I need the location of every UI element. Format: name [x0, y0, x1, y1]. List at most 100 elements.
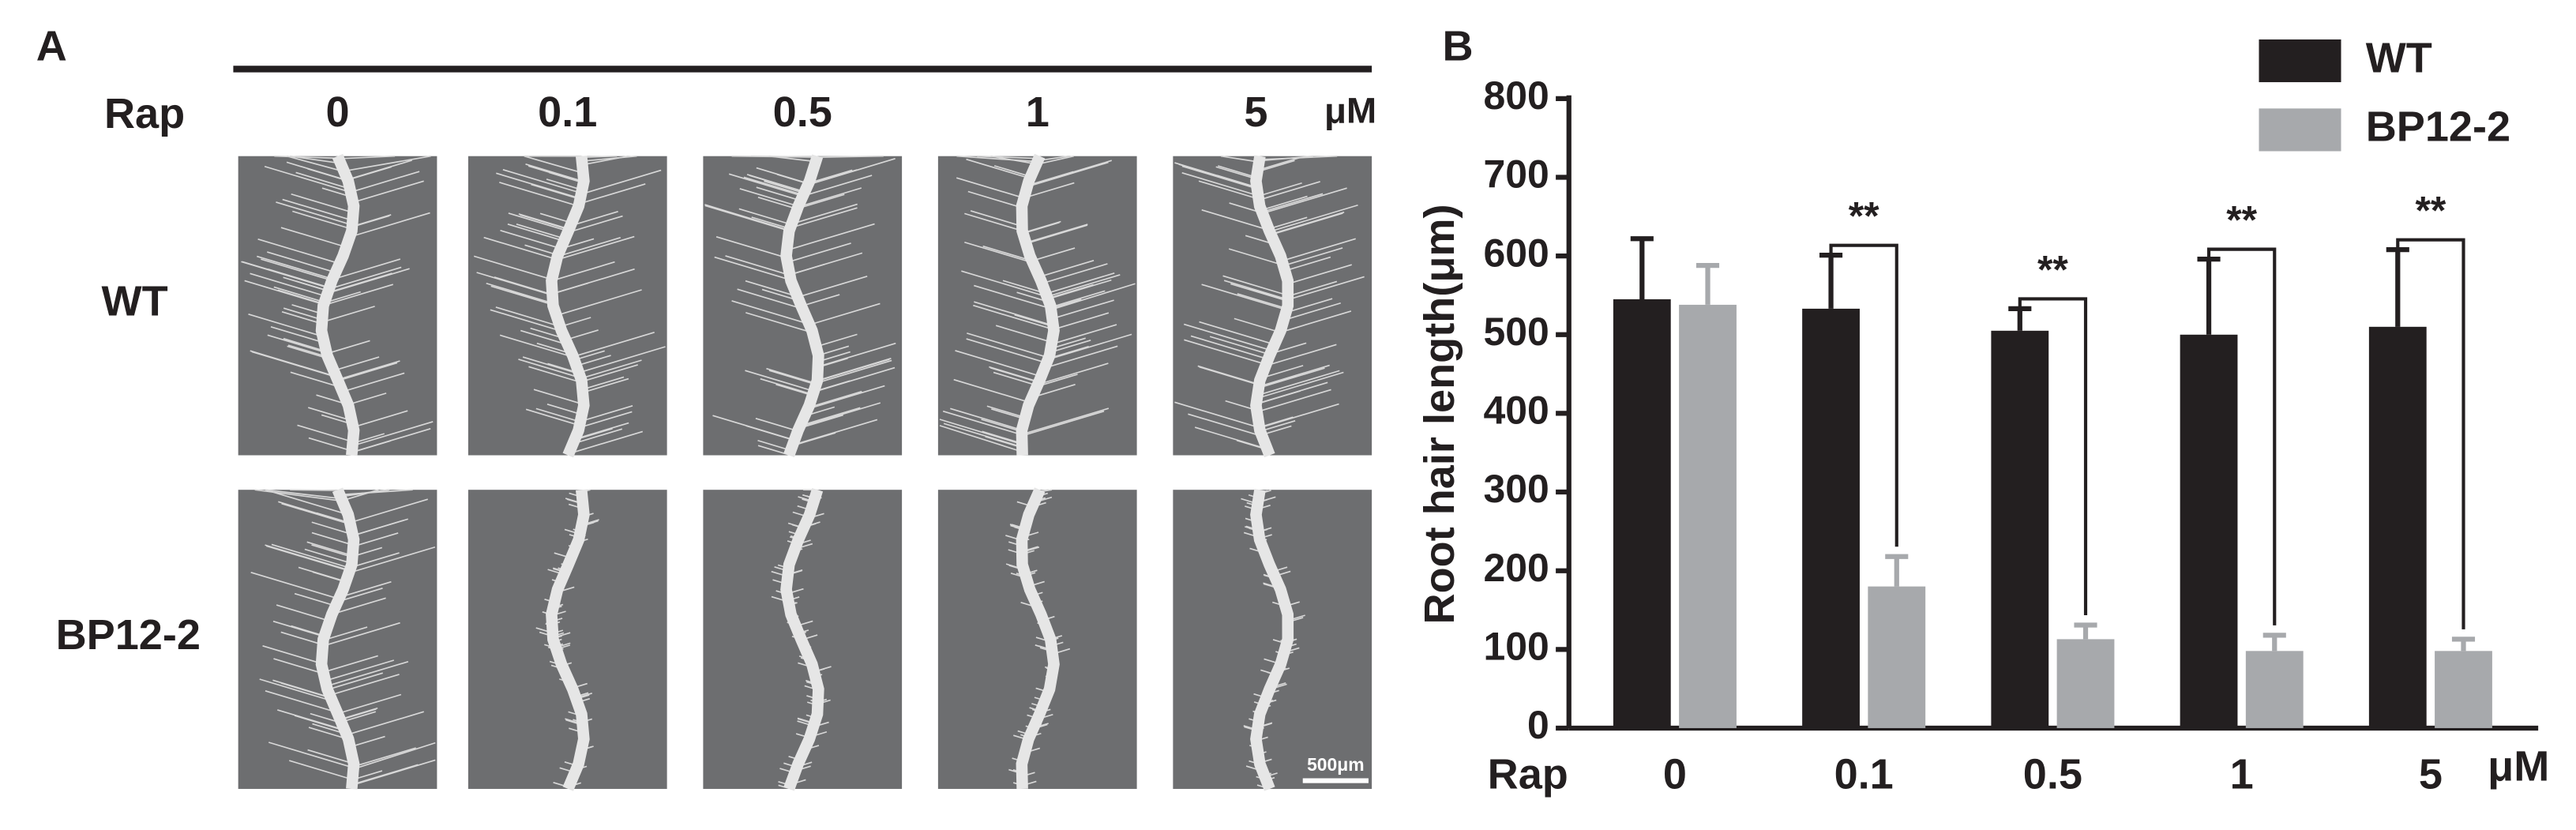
root-image [1173, 489, 1372, 791]
root-hair [955, 350, 1042, 377]
root-hair [1184, 339, 1267, 366]
image-background [1173, 490, 1372, 789]
root-hair [556, 235, 635, 261]
root-hair [352, 520, 404, 536]
root-hair [745, 425, 795, 441]
root-hair [787, 242, 851, 263]
root-hair [974, 301, 1053, 327]
root-hair [496, 172, 581, 200]
x-unit: μM [2488, 742, 2549, 790]
root-hair [518, 359, 581, 379]
significance-bracket [2018, 297, 2088, 615]
root-hair [737, 288, 803, 310]
root-hair [308, 407, 352, 422]
concentration-label: 1 [1026, 88, 1050, 136]
root-hair [816, 333, 858, 347]
root-image [703, 487, 903, 791]
root-hair [486, 282, 554, 304]
root-hair [1046, 274, 1121, 298]
root-hair [950, 407, 1023, 431]
root-hair [337, 360, 400, 381]
root-hair [939, 419, 1023, 445]
bar [1679, 304, 1737, 728]
bar [2180, 334, 2238, 728]
root-hair [535, 407, 581, 423]
root-hair [993, 165, 1031, 178]
root-hair [1282, 238, 1356, 262]
image-background [238, 490, 437, 789]
root-hair [993, 371, 1038, 386]
root-hair [757, 197, 798, 210]
root-hair [1050, 290, 1106, 308]
root-hair [1230, 283, 1289, 302]
root-hair [289, 760, 353, 780]
root-hair [799, 407, 861, 426]
x-tick-label: 0.1 [1834, 751, 1894, 798]
significance-label: ** [2226, 198, 2257, 242]
root-hair [353, 742, 436, 770]
treatment-label: Rap [104, 90, 185, 137]
root-hair [273, 658, 325, 674]
root-hair [964, 241, 1034, 264]
root-hair [977, 155, 1039, 160]
root-hair [352, 180, 424, 204]
root-hair [789, 252, 863, 276]
root-hair [1283, 302, 1342, 321]
x-tick-label: 1 [2230, 751, 2254, 798]
root-hair [342, 372, 405, 392]
root-hair [250, 572, 340, 600]
root-hair [799, 402, 881, 428]
root-hair [808, 390, 862, 408]
root-hair [507, 223, 565, 242]
root-hair [1201, 209, 1270, 231]
root-hair [1261, 193, 1324, 213]
root-hair [528, 366, 582, 384]
root-hair [490, 309, 562, 332]
root-hair [329, 266, 402, 290]
row-label: BP12-2 [56, 611, 201, 659]
root-hair [580, 169, 662, 195]
root-hair [351, 440, 391, 453]
root-hair [1190, 335, 1269, 360]
root-hair [1014, 314, 1054, 328]
root-hair [798, 414, 844, 430]
root-hair [961, 270, 1048, 298]
root-hair [1209, 336, 1271, 355]
root-hair [966, 338, 1047, 364]
root-hair [966, 158, 1031, 179]
y-tick-label: 500 [1483, 310, 1549, 354]
root-hair [280, 631, 324, 646]
root-hair [259, 678, 332, 702]
root-hair [801, 294, 840, 307]
root-hair [1287, 264, 1352, 285]
image-background [238, 156, 437, 456]
root-hair [348, 546, 436, 574]
root-hair [1287, 280, 1338, 297]
root-hair [351, 215, 390, 228]
root-hair [294, 592, 336, 607]
bar [2435, 651, 2492, 728]
panel-label: B [1443, 23, 1474, 70]
root-hair [281, 502, 351, 525]
root-hair [1268, 216, 1308, 230]
legend-swatch [2259, 108, 2341, 152]
root-hair [1286, 298, 1333, 314]
root-hair [1174, 401, 1260, 429]
root-hair [749, 175, 805, 193]
root-hair [581, 155, 637, 162]
root-hair [1237, 293, 1287, 310]
root-hair [266, 545, 350, 572]
root-hair [353, 532, 399, 547]
root-hair [522, 356, 580, 375]
root-hair [476, 272, 553, 296]
root-hair [1052, 299, 1114, 320]
root-hair [483, 236, 558, 261]
root-hair [1220, 155, 1260, 163]
bar [1991, 330, 2049, 728]
root-hair [581, 155, 618, 158]
root-hair [1279, 310, 1352, 333]
root-hair [760, 377, 813, 396]
root-image [703, 154, 903, 457]
x-tick-label: 0.5 [2023, 751, 2082, 798]
root-hair [792, 432, 836, 447]
